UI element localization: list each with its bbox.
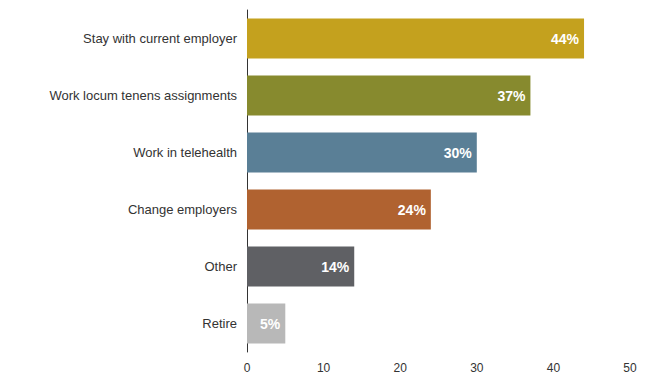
svg-text:40: 40	[547, 361, 561, 375]
svg-text:Work locum tenens assignments: Work locum tenens assignments	[49, 88, 237, 103]
svg-text:Change employers: Change employers	[128, 202, 238, 217]
svg-text:10: 10	[317, 361, 331, 375]
svg-text:50: 50	[623, 361, 637, 375]
svg-text:Work in telehealth: Work in telehealth	[133, 145, 237, 160]
svg-text:14%: 14%	[321, 259, 350, 275]
svg-text:Other: Other	[204, 259, 237, 274]
svg-text:0: 0	[244, 361, 251, 375]
svg-text:37%: 37%	[497, 88, 526, 104]
svg-text:Stay with current employer: Stay with current employer	[83, 31, 238, 46]
svg-text:30%: 30%	[444, 145, 473, 161]
svg-text:24%: 24%	[398, 202, 427, 218]
svg-text:20: 20	[394, 361, 408, 375]
svg-text:44%: 44%	[551, 31, 580, 47]
svg-text:30: 30	[470, 361, 484, 375]
svg-text:Retire: Retire	[202, 316, 237, 331]
svg-text:5%: 5%	[260, 316, 281, 332]
